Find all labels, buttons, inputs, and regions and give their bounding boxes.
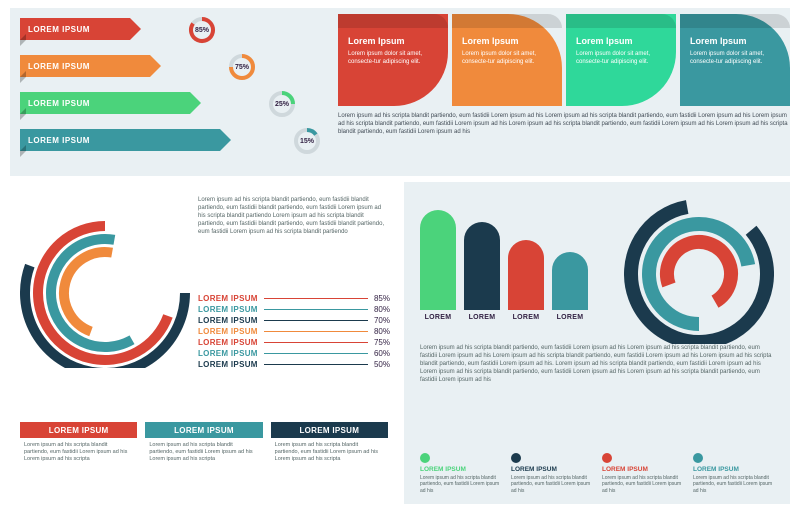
bar [552, 252, 588, 310]
legend-row: LOREM IPSUM 80% [198, 305, 390, 314]
bar-label: LOREM [552, 314, 588, 321]
dot-text: Lorem ipsum ad his scripta blandit parti… [602, 475, 683, 495]
panel2-text: Lorem ipsum ad his scripta blandit parti… [198, 196, 390, 236]
footer-box: LOREM IPSUMLorem ipsum ad his scripta bl… [20, 422, 137, 494]
legend-row: LOREM IPSUM 60% [198, 349, 390, 358]
arrow-label: LOREM IPSUM [28, 25, 90, 34]
legend-value: 85% [374, 294, 390, 303]
arrow-label: LOREM IPSUM [28, 62, 90, 71]
panel-bars-swirl: LOREM LOREM LOREM LOREM Lorem ipsum ad his … [404, 182, 790, 504]
legend-value: 75% [374, 338, 390, 347]
box-title: LOREM IPSUM [20, 422, 137, 438]
legend-label: LOREM IPSUM [198, 305, 258, 314]
box-text: Lorem ipsum ad his scripta blandit parti… [20, 438, 137, 467]
bar-labels: LOREM LOREM LOREM LOREM [420, 314, 588, 321]
legend-label: LOREM IPSUM [198, 360, 258, 369]
legend-list: LOREM IPSUM 85% LOREM IPSUM 80% LOREM IPSUM 7… [198, 294, 390, 371]
dot-icon [602, 453, 612, 463]
card-body: Lorem ipsum dolor sit amet, consecte-tur… [462, 50, 552, 66]
legend-row: LOREM IPSUM 50% [198, 360, 390, 369]
bar-label: LOREM [508, 314, 544, 321]
bar [464, 222, 500, 310]
legend-label: LOREM IPSUM [198, 338, 258, 347]
card-body: Lorem ipsum dolor sit amet, consecte-tur… [348, 50, 438, 66]
dot-icon [420, 453, 430, 463]
card-title: Lorem Ipsum [576, 36, 666, 46]
footer-box: LOREM IPSUMLorem ipsum ad his scripta bl… [271, 422, 388, 494]
dot-label: LOREM IPSUM [511, 466, 592, 473]
dot-icon [511, 453, 521, 463]
legend-row: LOREM IPSUM 70% [198, 316, 390, 325]
dot-columns: LOREM IPSUM Lorem ipsum ad his scripta bl… [420, 453, 774, 495]
arrow-bar: LOREM IPSUM [20, 92, 190, 114]
legend-row: LOREM IPSUM 85% [198, 294, 390, 303]
arrow-row: LOREM IPSUM 25% [18, 92, 318, 118]
arrow-bar: LOREM IPSUM [20, 18, 130, 40]
infographic-canvas: LOREM IPSUM 85% LOREM IPSUM 75% LOREM IPSUM 2… [0, 0, 800, 515]
arrow-label: LOREM IPSUM [28, 136, 90, 145]
dot-text: Lorem ipsum ad his scripta blandit parti… [693, 475, 774, 495]
panel-radial-legend: Lorem ipsum ad his scripta blandit parti… [10, 182, 398, 504]
box-title: LOREM IPSUM [145, 422, 262, 438]
card-body: Lorem ipsum dolor sit amet, consecte-tur… [690, 50, 780, 66]
card-title: Lorem Ipsum [348, 36, 438, 46]
bar [508, 240, 544, 310]
arrow-row: LOREM IPSUM 85% [18, 18, 318, 44]
arrow-row: LOREM IPSUM 75% [18, 55, 318, 81]
info-card: Lorem Ipsum Lorem ipsum dolor sit amet, c… [338, 14, 448, 106]
footer-box: LOREM IPSUMLorem ipsum ad his scripta bl… [145, 422, 262, 494]
legend-row: LOREM IPSUM 80% [198, 327, 390, 336]
dot-label: LOREM IPSUM [420, 466, 501, 473]
bar [420, 210, 456, 310]
info-card: Lorem Ipsum Lorem ipsum dolor sit amet, c… [566, 14, 676, 106]
info-card: Lorem Ipsum Lorem ipsum dolor sit amet, c… [680, 14, 790, 106]
arrow-bars: LOREM IPSUM 85% LOREM IPSUM 75% LOREM IPSUM 2… [18, 18, 318, 166]
dot-column: LOREM IPSUM Lorem ipsum ad his scripta bl… [511, 453, 592, 495]
legend-row: LOREM IPSUM 75% [198, 338, 390, 347]
footer-boxes: LOREM IPSUMLorem ipsum ad his scripta bl… [20, 422, 388, 494]
legend-label: LOREM IPSUM [198, 316, 258, 325]
bar-chart [420, 200, 588, 310]
dot-label: LOREM IPSUM [602, 466, 683, 473]
dot-text: Lorem ipsum ad his scripta blandit parti… [420, 475, 501, 495]
box-text: Lorem ipsum ad his scripta blandit parti… [145, 438, 262, 467]
box-title: LOREM IPSUM [271, 422, 388, 438]
legend-label: LOREM IPSUM [198, 349, 258, 358]
arrow-bar: LOREM IPSUM [20, 55, 150, 77]
legend-value: 80% [374, 327, 390, 336]
pct-donut: 75% [228, 53, 256, 81]
arrow-bar: LOREM IPSUM [20, 129, 220, 151]
legend-value: 60% [374, 349, 390, 358]
swirl-chart [624, 194, 774, 344]
arrow-row: LOREM IPSUM 15% [18, 129, 318, 155]
dot-text: Lorem ipsum ad his scripta blandit parti… [511, 475, 592, 495]
card-title: Lorem Ipsum [462, 36, 552, 46]
arrow-label: LOREM IPSUM [28, 99, 90, 108]
card-row: Lorem Ipsum Lorem ipsum dolor sit amet, c… [338, 14, 790, 106]
pct-donut: 85% [188, 16, 216, 44]
pct-donut: 15% [293, 127, 321, 155]
dot-column: LOREM IPSUM Lorem ipsum ad his scripta bl… [693, 453, 774, 495]
info-card: Lorem Ipsum Lorem ipsum dolor sit amet, c… [452, 14, 562, 106]
dot-column: LOREM IPSUM Lorem ipsum ad his scripta bl… [602, 453, 683, 495]
legend-label: LOREM IPSUM [198, 327, 258, 336]
box-text: Lorem ipsum ad his scripta blandit parti… [271, 438, 388, 467]
pct-donut: 25% [268, 90, 296, 118]
panel3-paragraph: Lorem ipsum ad his scripta blandit parti… [420, 344, 774, 384]
legend-value: 70% [374, 316, 390, 325]
bar-label: LOREM [420, 314, 456, 321]
dot-label: LOREM IPSUM [693, 466, 774, 473]
legend-label: LOREM IPSUM [198, 294, 258, 303]
legend-value: 80% [374, 305, 390, 314]
panel1-paragraph: Lorem ipsum ad his scripta blandit parti… [338, 112, 788, 136]
card-body: Lorem ipsum dolor sit amet, consecte-tur… [576, 50, 666, 66]
dot-icon [693, 453, 703, 463]
panel-arrows-cards: LOREM IPSUM 85% LOREM IPSUM 75% LOREM IPSUM 2… [10, 8, 790, 176]
bar-label: LOREM [464, 314, 500, 321]
radial-chart [20, 198, 190, 368]
dot-column: LOREM IPSUM Lorem ipsum ad his scripta bl… [420, 453, 501, 495]
legend-value: 50% [374, 360, 390, 369]
card-title: Lorem Ipsum [690, 36, 780, 46]
